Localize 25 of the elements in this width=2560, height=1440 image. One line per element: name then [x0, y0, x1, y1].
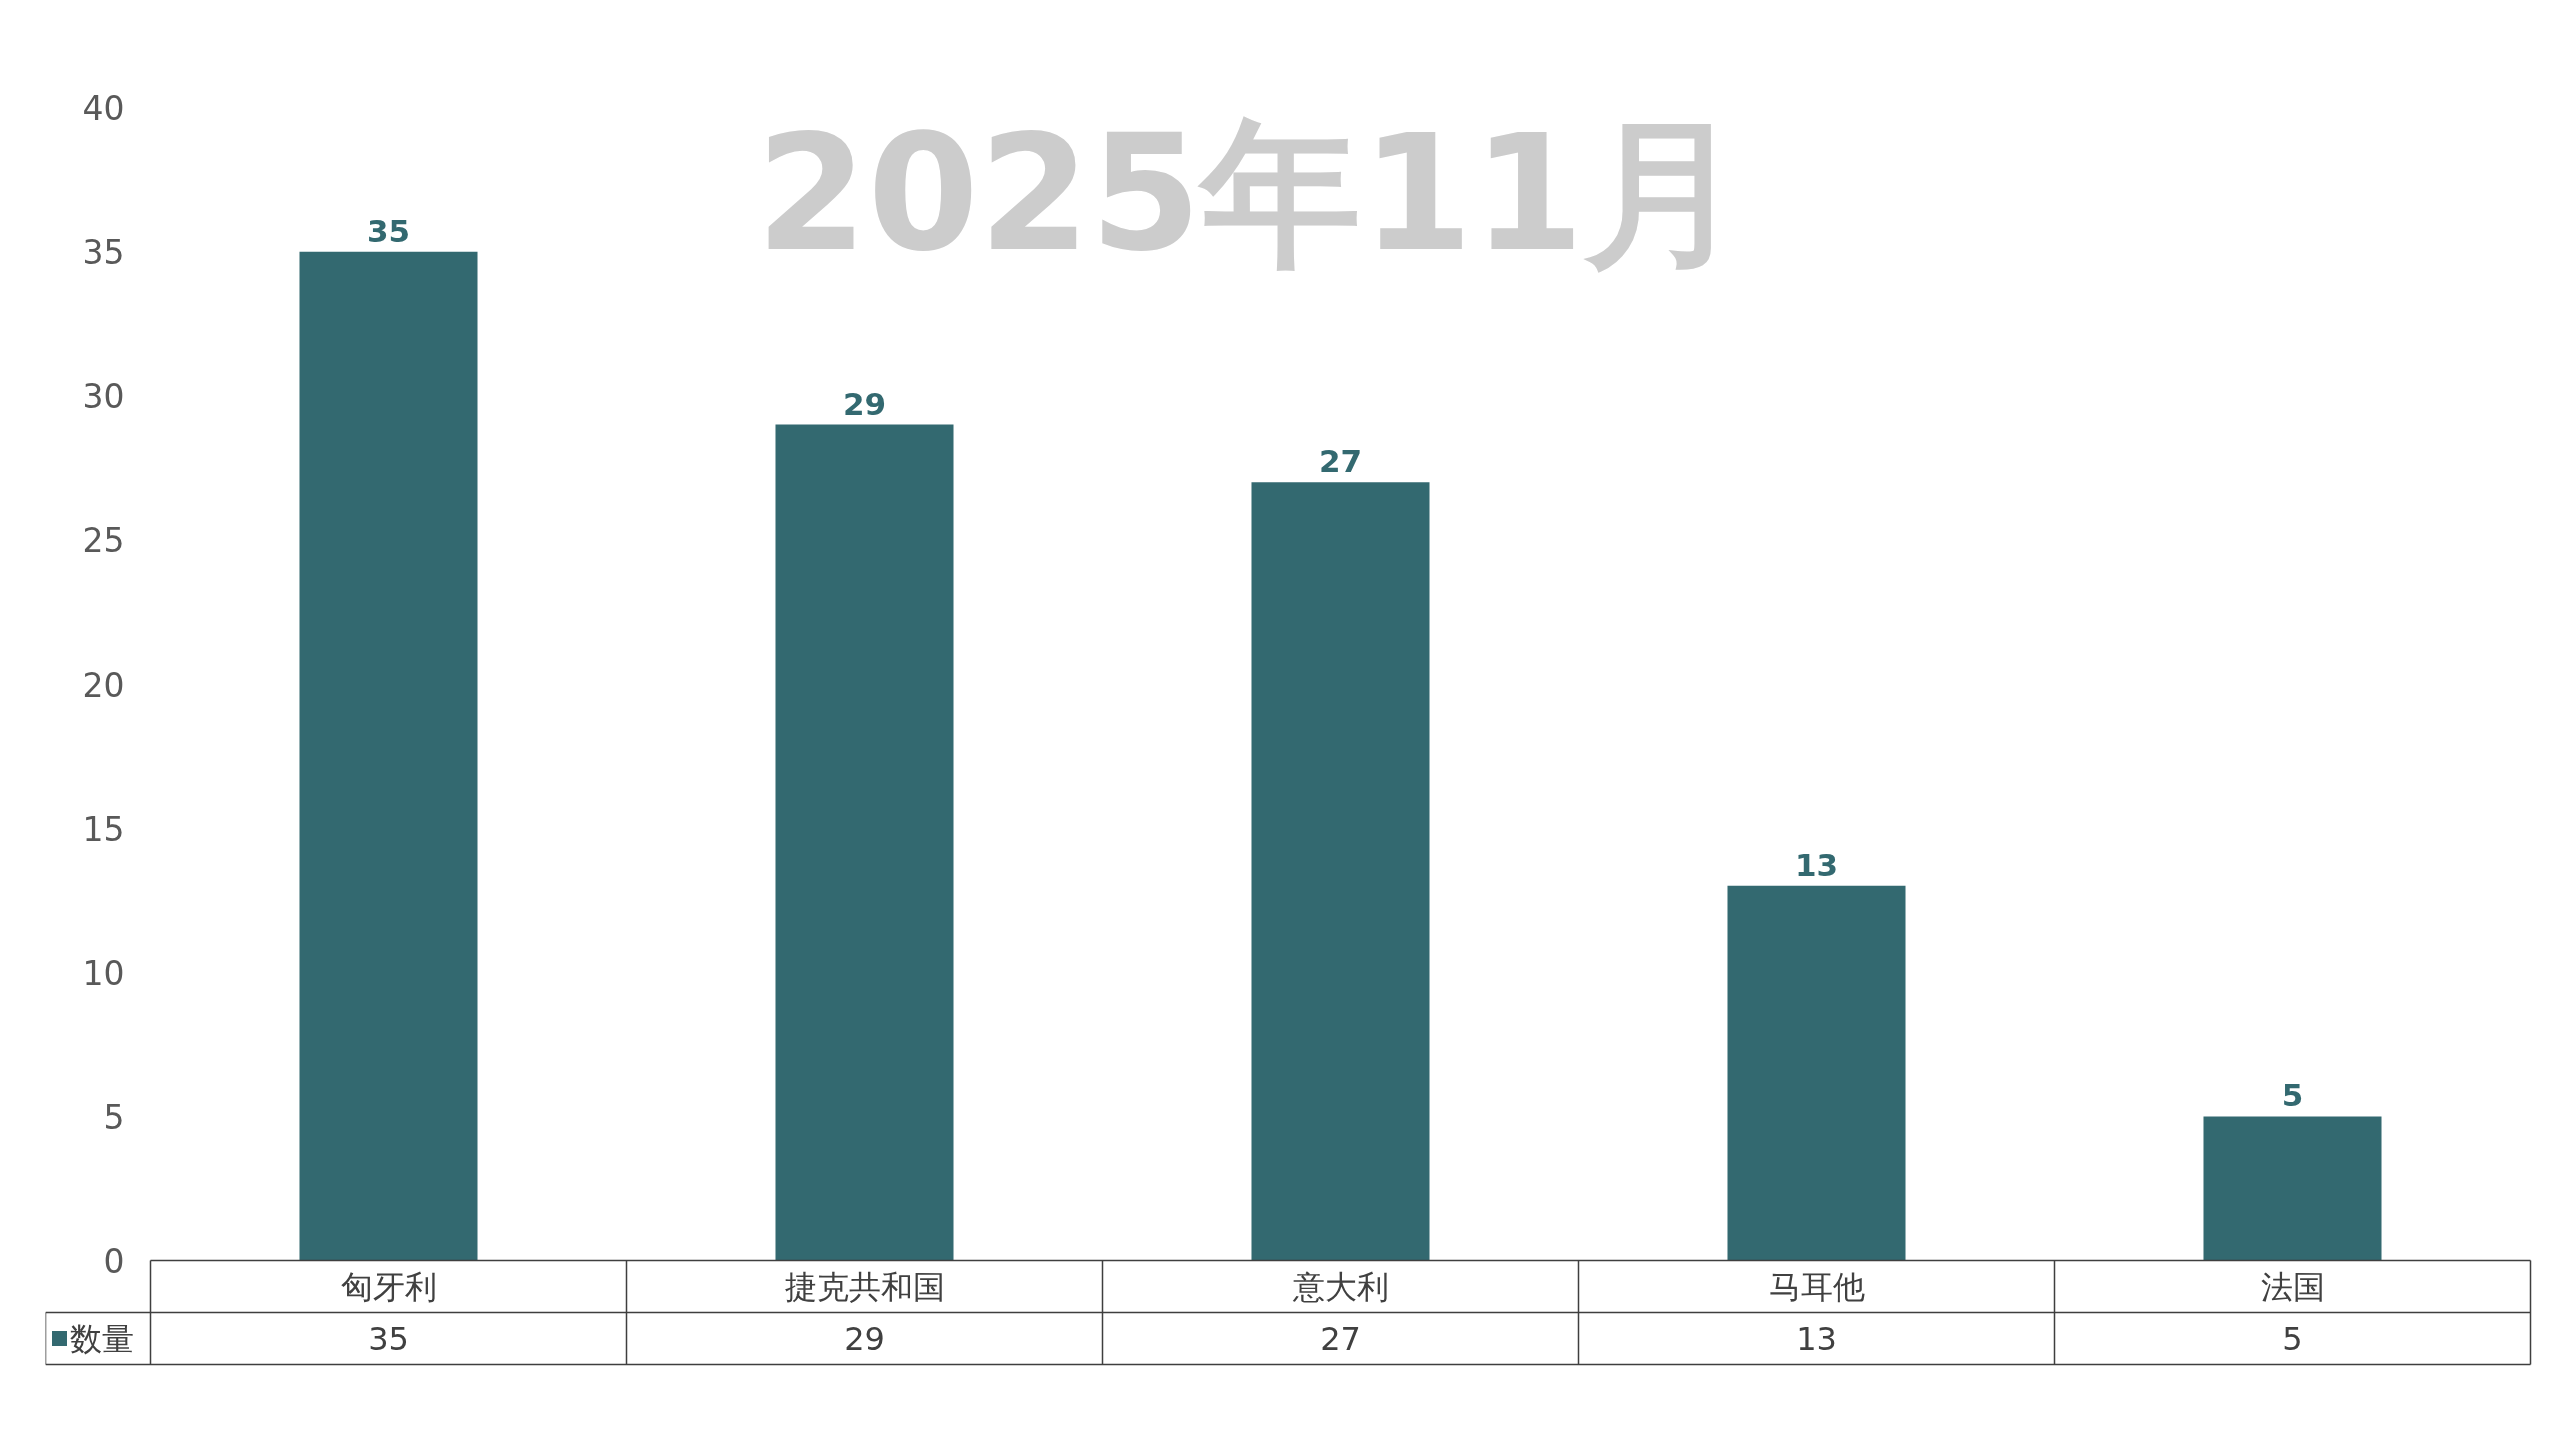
annotation: 35 [366, 212, 411, 249]
y-tick-label: 35 [82, 233, 125, 273]
y-tick-label: 5 [103, 1097, 125, 1137]
annotation: 27 [1318, 443, 1363, 480]
data-label: 27 [1320, 1320, 1361, 1358]
x-tick-label: 捷克共和国 [784, 1267, 945, 1306]
y-tick-label: 40 [82, 89, 125, 128]
x-tick-label: 法国 [2260, 1267, 2325, 1306]
y-tick-label: 30 [82, 377, 125, 417]
data-label: 35 [368, 1320, 409, 1358]
x-tick-label: 意大利 [1291, 1267, 1389, 1306]
x-tick-label: 匈牙利 [340, 1267, 437, 1306]
annotation: 29 [842, 385, 887, 422]
y-tick-label: 10 [82, 953, 125, 993]
data-label: 29 [844, 1320, 885, 1358]
x-tick-label: 马耳他 [1768, 1267, 1865, 1306]
data-label: 5 [2282, 1320, 2303, 1358]
legend-label: 数量 [69, 1319, 134, 1358]
y-tick-label: 15 [82, 809, 125, 849]
y-tick-label: 0 [103, 1242, 125, 1281]
annotation: 13 [1794, 846, 1839, 883]
y-tick-label: 25 [82, 521, 125, 561]
data-label: 13 [1796, 1320, 1837, 1358]
y-tick-label: 20 [82, 665, 125, 705]
annotation: 5 [2281, 1077, 2304, 1114]
